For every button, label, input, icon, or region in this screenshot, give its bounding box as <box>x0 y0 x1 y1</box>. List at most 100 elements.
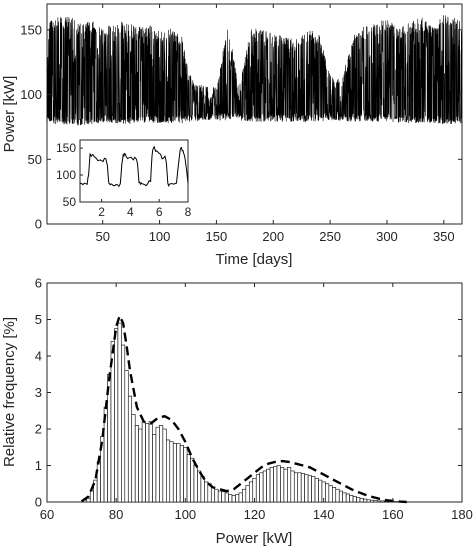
histogram-bar <box>325 483 330 503</box>
inset-chart: 2 4 6 8 50 100 150 <box>56 139 192 219</box>
histogram-x-axis-label: Power [kW] <box>216 530 293 547</box>
histogram-bar <box>373 500 378 503</box>
histogram-bar <box>145 423 150 503</box>
inset-x-tick-label: 6 <box>156 205 163 219</box>
histogram-bar <box>356 497 361 503</box>
histogram-bar <box>193 465 198 503</box>
time-series-x-tick-label: 150 <box>206 229 228 244</box>
histogram-bar <box>127 395 133 503</box>
histogram-bar <box>328 485 333 503</box>
histogram-bar <box>231 495 236 503</box>
histogram-bar <box>249 481 254 503</box>
histogram-bar <box>283 468 288 503</box>
time-series-y-tick-label: 150 <box>20 22 42 37</box>
histogram-bar <box>293 472 299 503</box>
time-series-x-tick-label: 250 <box>319 229 341 244</box>
histogram-bar <box>138 428 143 503</box>
inset-y-tick-label: 150 <box>56 141 76 155</box>
histogram-bar <box>332 487 337 503</box>
time-series-y-axis-label: Power [kW] <box>1 76 18 153</box>
histogram-x-tick-label: 160 <box>382 507 404 522</box>
histogram-y-ticks: 0 1 2 3 4 5 6 <box>35 276 462 510</box>
histogram-bar <box>159 425 164 503</box>
histogram-bar <box>221 491 226 503</box>
histogram-bar <box>359 498 364 503</box>
inset-x-tick-label: 2 <box>98 205 105 219</box>
histogram-x-tick-label: 140 <box>313 507 335 522</box>
histogram-bar <box>345 493 350 503</box>
histogram-bar <box>190 457 195 503</box>
histogram-bar <box>169 441 174 503</box>
histogram-bar <box>262 470 267 503</box>
histogram-bar <box>311 476 316 503</box>
histogram-bar <box>366 499 371 503</box>
histogram-bar <box>117 322 122 503</box>
histogram-bar <box>376 500 382 503</box>
time-series-x-tick-label: 300 <box>376 229 398 244</box>
histogram-bar <box>210 487 216 503</box>
inset-x-tick-label: 8 <box>185 205 192 219</box>
histogram-bar <box>273 466 278 503</box>
histogram-bar <box>342 492 347 503</box>
histogram-y-tick-label: 1 <box>35 458 42 473</box>
histogram-bars <box>83 322 402 503</box>
histogram-bar <box>235 494 240 503</box>
histogram-bar <box>318 479 323 503</box>
inset-y-tick-label: 100 <box>56 168 76 182</box>
time-series-x-tick-label: 100 <box>149 229 171 244</box>
histogram-bar <box>300 473 305 503</box>
histogram-bar <box>172 443 177 503</box>
histogram-x-tick-label: 120 <box>244 507 266 522</box>
inset-x-ticks: 2 4 6 8 <box>98 199 192 219</box>
histogram-bar <box>290 470 295 503</box>
histogram-bar <box>148 421 153 503</box>
histogram-y-axis-label: Relative frequency [%] <box>1 317 18 467</box>
histogram-bar <box>287 467 292 503</box>
time-series-x-ticks: 50 100 150 200 250 300 350 <box>95 4 455 244</box>
time-series-y-tick-label: 100 <box>20 87 42 102</box>
histogram-bar <box>245 485 250 503</box>
histogram-y-tick-label: 0 <box>35 495 42 510</box>
histogram-x-tick-label: 80 <box>109 507 123 522</box>
histogram-bar <box>200 476 205 503</box>
time-series-y-ticks: 0 50 100 150 <box>20 22 462 232</box>
time-series-x-tick-label: 50 <box>95 229 109 244</box>
inset-plot-area <box>79 139 189 203</box>
histogram-bar <box>162 428 167 503</box>
power-time-series <box>46 15 463 126</box>
histogram-bar <box>186 454 191 503</box>
histogram-bar <box>121 344 126 503</box>
inset-y-tick-label: 50 <box>63 195 77 209</box>
histogram-bar <box>131 414 136 503</box>
histogram-bar <box>269 467 274 503</box>
histogram-bar <box>280 467 285 503</box>
inset-series-line <box>79 145 189 188</box>
inset-y-ticks: 50 100 150 <box>56 141 83 209</box>
histogram-bar <box>96 461 101 503</box>
histogram-y-tick-label: 5 <box>35 312 42 327</box>
histogram-bar <box>238 492 243 503</box>
histogram-bar <box>183 446 188 503</box>
histogram-x-ticks: 60 80 100 120 140 160 180 <box>40 283 473 522</box>
inset-x-tick-label: 4 <box>127 205 134 219</box>
histogram-bar <box>141 421 146 503</box>
histogram-bar <box>370 499 375 503</box>
time-series-x-tick-label: 200 <box>262 229 284 244</box>
histogram-bar <box>179 445 184 503</box>
time-series-x-tick-label: 350 <box>433 229 455 244</box>
histogram-bar <box>86 498 91 503</box>
histogram-bar <box>255 474 260 503</box>
histogram-chart: 60 80 100 120 140 160 180 0 1 2 3 4 5 6 Power [kW] R… <box>1 276 473 548</box>
histogram-bar <box>166 439 171 503</box>
histogram-bar <box>297 472 302 503</box>
histogram-bar <box>352 496 357 503</box>
histogram-bar <box>363 498 368 503</box>
histogram-bar <box>224 492 229 503</box>
histogram-bar <box>134 425 139 503</box>
histogram-bar <box>276 465 281 503</box>
power-series-line <box>46 15 463 126</box>
histogram-bar <box>242 488 247 503</box>
histogram-bar <box>228 494 233 503</box>
